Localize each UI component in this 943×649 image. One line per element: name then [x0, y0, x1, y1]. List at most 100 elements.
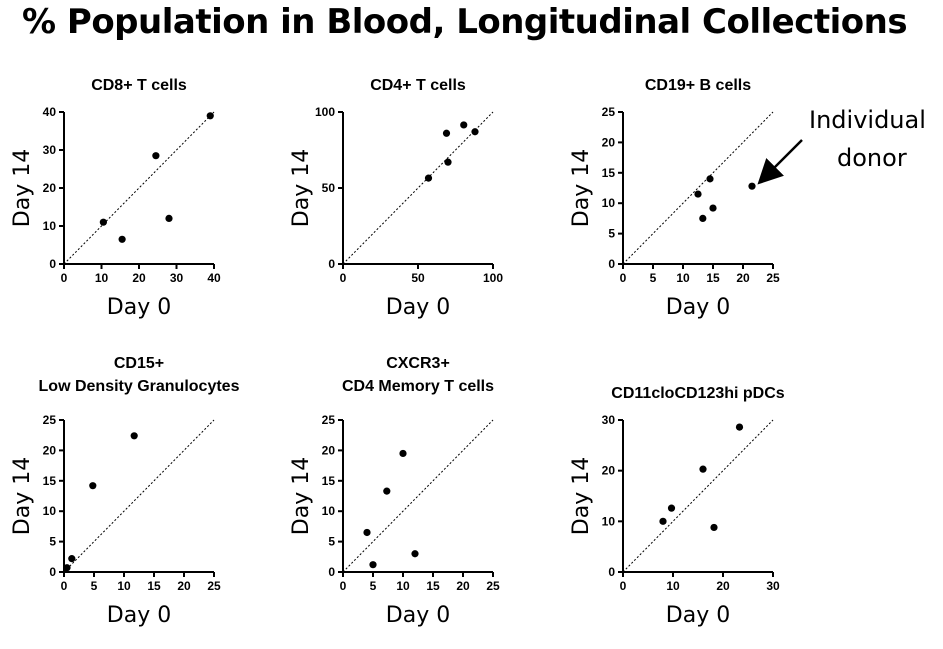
data-point — [667, 504, 676, 512]
data-point — [89, 482, 97, 490]
x-tick-label: 0 — [620, 271, 627, 285]
y-tick-label: 20 — [602, 135, 616, 149]
scatter-panel-3: CD19+ B cells 0 5 10 15 20 25 0 5 10 15 20 25 Day 0 Da… — [569, 77, 780, 320]
y-tick-label: 20 — [602, 464, 616, 478]
y-axis-label: Day 14 — [289, 457, 314, 535]
data-point — [165, 214, 173, 222]
data-point — [735, 423, 744, 431]
y-tick-label: 0 — [608, 257, 615, 271]
data-point — [68, 555, 76, 563]
x-tick-label: 0 — [61, 271, 68, 285]
data-point — [99, 218, 107, 226]
y-tick-label: 25 — [322, 413, 336, 427]
scatter-panel-5: CXCR3+ CD4 Memory T cells 0 5 10 15 20 25 0 5 10 15… — [289, 355, 500, 628]
y-axis-label: Day 14 — [10, 457, 35, 535]
x-tick-label: 20 — [456, 579, 470, 593]
x-tick-label: 50 — [411, 271, 425, 285]
x-tick-label: 20 — [716, 579, 730, 593]
plot-title: CD4 Memory T cells — [342, 378, 494, 395]
y-tick-label: 30 — [602, 413, 616, 427]
data-point — [748, 182, 756, 190]
page-title: % Population in Blood, Longitudinal Coll… — [22, 2, 908, 42]
plot-title: CD11cloCD123hi pDCs — [611, 385, 784, 402]
x-tick-label: 30 — [170, 271, 184, 285]
y-tick-label: 0 — [49, 257, 56, 271]
plot-title: CD15+ — [114, 355, 164, 372]
y-tick-label: 20 — [43, 181, 57, 195]
y-tick-label: 15 — [602, 166, 616, 180]
scatter-panel-4: CD15+ Low Density Granulocytes 0 5 10 15 20 25 0… — [10, 355, 240, 628]
data-point — [694, 190, 702, 198]
scatter-panel-2: CD4+ T cells 0 50 100 0 50 100 Day 0 Day 14 — [289, 77, 503, 320]
y-tick-label: 50 — [322, 181, 336, 195]
identity-line — [63, 419, 215, 573]
x-axis-label: Day 0 — [107, 603, 171, 628]
x-axis-label: Day 0 — [107, 295, 171, 320]
y-tick-label: 10 — [43, 504, 57, 518]
plot-title: Low Density Granulocytes — [39, 378, 240, 395]
y-tick-label: 40 — [43, 105, 57, 119]
y-tick-label: 10 — [602, 514, 616, 528]
x-tick-label: 10 — [666, 579, 680, 593]
y-axis-label: Day 14 — [569, 457, 594, 535]
x-tick-label: 25 — [207, 579, 221, 593]
x-tick-label: 40 — [207, 271, 221, 285]
x-axis-label: Day 0 — [666, 603, 730, 628]
x-tick-label: 0 — [61, 579, 68, 593]
x-tick-label: 10 — [396, 579, 410, 593]
y-tick-label: 5 — [49, 535, 56, 549]
y-axis-label: Day 14 — [289, 149, 314, 227]
x-tick-label: 20 — [736, 271, 750, 285]
x-tick-label: 0 — [340, 271, 347, 285]
data-point — [130, 432, 138, 440]
annotation-arrow — [757, 139, 803, 185]
scatter-panel-6: CD11cloCD123hi pDCs 0 10 20 30 0 10 20 30 Day 0 Da… — [569, 385, 785, 628]
data-point — [63, 564, 71, 572]
x-tick-label: 5 — [370, 579, 377, 593]
x-tick-label: 10 — [676, 271, 690, 285]
x-tick-label: 10 — [95, 271, 109, 285]
identity-line — [342, 419, 494, 573]
identity-line — [342, 111, 494, 265]
identity-line — [622, 111, 774, 265]
y-tick-label: 0 — [328, 257, 335, 271]
x-tick-label: 5 — [650, 271, 657, 285]
x-tick-label: 20 — [177, 579, 191, 593]
data-point — [118, 235, 126, 243]
x-tick-label: 15 — [426, 579, 440, 593]
y-tick-label: 25 — [602, 105, 616, 119]
y-tick-label: 10 — [322, 504, 336, 518]
y-axis-label: Day 14 — [569, 149, 594, 227]
y-axis-label: Day 14 — [10, 149, 35, 227]
y-tick-label: 20 — [43, 443, 57, 457]
plot-title: CXCR3+ — [386, 355, 450, 372]
x-tick-label: 25 — [486, 579, 500, 593]
x-tick-label: 0 — [340, 579, 347, 593]
y-tick-label: 100 — [315, 105, 335, 119]
y-tick-label: 10 — [602, 196, 616, 210]
data-point — [460, 121, 468, 129]
y-tick-label: 30 — [43, 143, 57, 157]
data-point — [424, 174, 433, 182]
x-axis-label: Day 0 — [666, 295, 730, 320]
x-tick-label: 100 — [483, 271, 503, 285]
y-tick-label: 15 — [322, 474, 336, 488]
x-tick-label: 15 — [706, 271, 720, 285]
data-point — [363, 528, 371, 537]
data-point — [699, 214, 707, 222]
y-tick-label: 10 — [43, 219, 57, 233]
individual-donor-annotation: Individual donor — [757, 106, 926, 185]
x-axis-label: Day 0 — [386, 295, 450, 320]
plot-title: CD8+ T cells — [91, 77, 187, 94]
data-point — [710, 523, 718, 532]
x-tick-label: 10 — [117, 579, 131, 593]
data-point — [659, 517, 667, 525]
data-point — [444, 158, 452, 166]
data-point — [369, 561, 377, 569]
data-point — [442, 129, 451, 137]
y-tick-label: 15 — [43, 474, 57, 488]
annotation-line-1: Individual — [809, 106, 926, 134]
x-axis-label: Day 0 — [386, 603, 450, 628]
identity-line — [622, 419, 774, 573]
